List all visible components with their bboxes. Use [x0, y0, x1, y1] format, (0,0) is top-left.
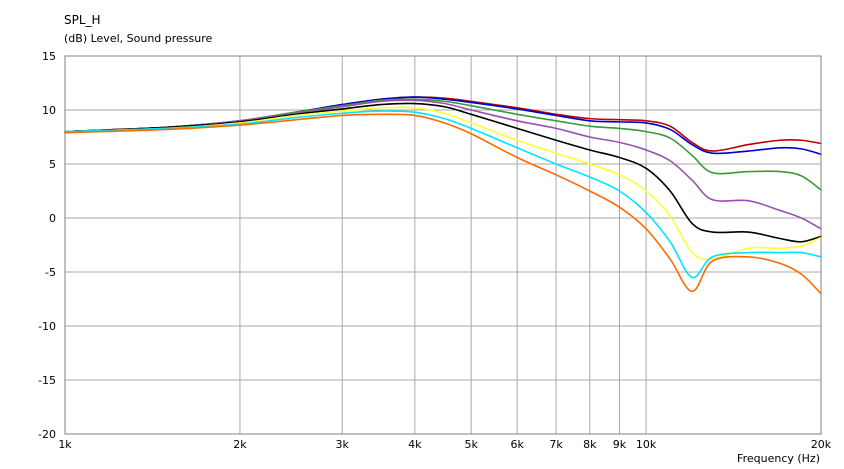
series-line-8: [64, 113, 822, 295]
series-line-5: [64, 102, 822, 243]
grid: [65, 56, 821, 434]
x-axis-label: Frequency (Hz): [737, 452, 820, 465]
y-tick-label: 10: [42, 104, 56, 117]
series-line-3: [64, 98, 822, 191]
chart-title: SPL_H: [64, 13, 101, 27]
series-line-2: [64, 96, 822, 156]
series-layer: [64, 96, 822, 295]
y-tick-label: -15: [38, 374, 56, 387]
x-tick-label: 2k: [233, 438, 247, 451]
x-tick-label: 8k: [583, 438, 597, 451]
plot-frame: [64, 55, 822, 435]
x-tick-label: 3k: [336, 438, 350, 451]
x-tick-label: 9k: [613, 438, 627, 451]
x-tick-label: 4k: [408, 438, 422, 451]
y-tick-label: 5: [49, 158, 56, 171]
y-tick-label: -5: [45, 266, 56, 279]
x-tick-label: 7k: [549, 438, 563, 451]
series-line-6: [64, 106, 822, 261]
y-tick-label: -20: [38, 428, 56, 441]
x-tick-label: 1k: [58, 438, 72, 451]
series-line-7: [64, 110, 822, 279]
x-tick-label: 5k: [464, 438, 478, 451]
y-tick-label: 15: [42, 50, 56, 63]
x-tick-label: 6k: [510, 438, 524, 451]
chart-subtitle: (dB) Level, Sound pressure: [64, 32, 213, 45]
y-tick-label: -10: [38, 320, 56, 333]
x-tick-label: 10k: [636, 438, 657, 451]
series-line-1: [64, 96, 822, 152]
x-tick-label: 20k: [811, 438, 832, 451]
y-tick-label: 0: [49, 212, 56, 225]
series-line-4: [64, 99, 822, 230]
tick-labels: 1k 2k 3k 4k 5k 6k 7k 8k 9k 10k 20k 15 10 5 0 -5 -10 -15 -2…: [38, 50, 832, 451]
